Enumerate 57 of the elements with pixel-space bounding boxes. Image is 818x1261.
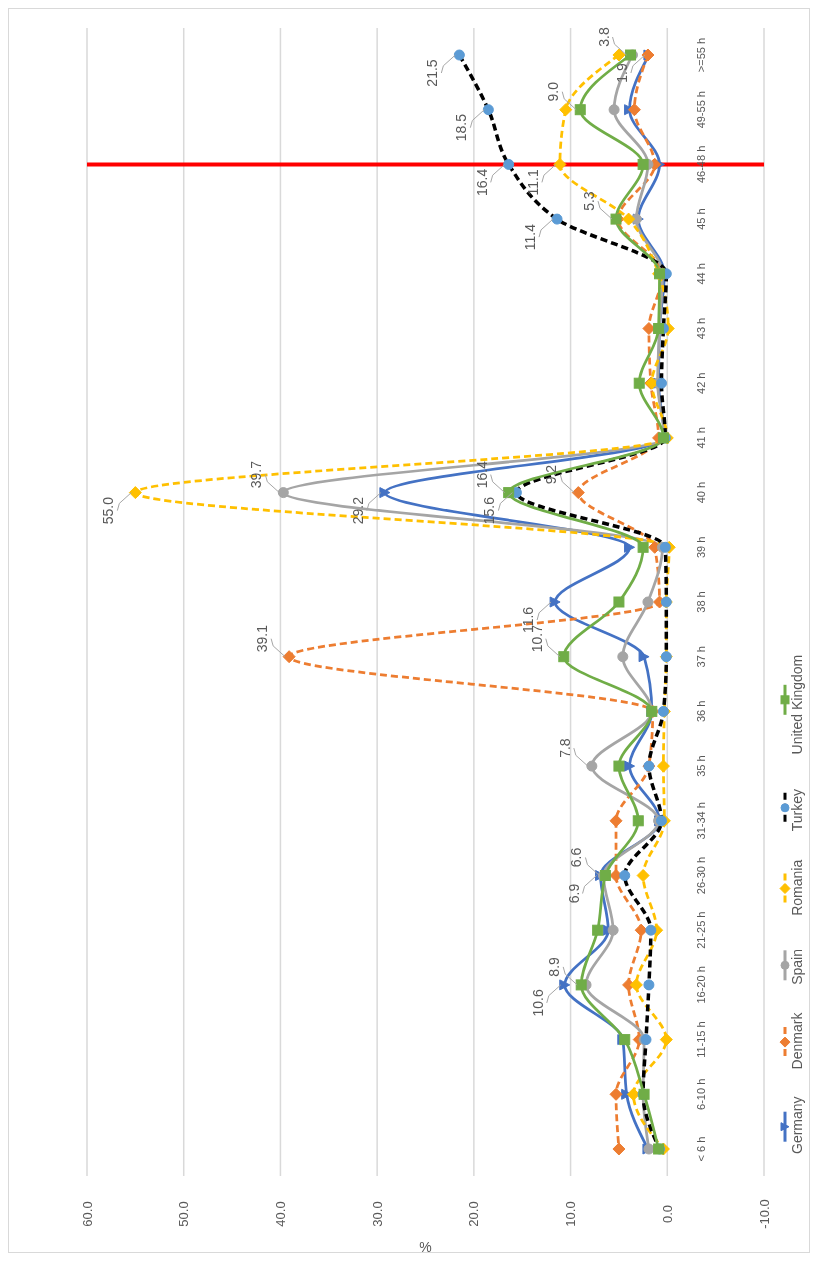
legend-label: Romania xyxy=(789,859,805,916)
y-tick-label: < 6 h xyxy=(695,1136,708,1162)
x-tick-label: -10.0 xyxy=(756,1199,772,1229)
legend-label: Denmark xyxy=(789,1011,805,1070)
data-label: 11.4 xyxy=(522,223,539,251)
data-label: 10.6 xyxy=(529,989,546,1017)
x-tick-label: 20.0 xyxy=(466,1201,482,1227)
y-tick-label: 42 h xyxy=(695,372,708,394)
data-label: 39.1 xyxy=(254,624,271,653)
y-tick-label: 38 h xyxy=(695,591,708,613)
data-label: 3.8 xyxy=(595,27,612,47)
data-label: 21.5 xyxy=(424,59,441,87)
data-label: 16.4 xyxy=(473,460,490,489)
data-label: 6.9 xyxy=(565,883,582,904)
y-tick-label: 26-30 h xyxy=(695,856,708,895)
y-tick-label: 41 h xyxy=(695,427,708,449)
y-tick-label: 43 h xyxy=(695,317,708,340)
x-axis-title: % xyxy=(419,1239,432,1255)
y-tick-label: 44 h xyxy=(695,263,708,285)
y-tick-label: 11-15 h xyxy=(695,1021,708,1058)
y-tick-label: 35 h xyxy=(695,755,708,777)
data-label: 9.0 xyxy=(545,81,562,102)
y-tick-label: 36 h xyxy=(695,700,708,723)
data-label: 9.2 xyxy=(543,464,560,485)
legend-label: Germany xyxy=(789,1096,805,1154)
data-label: 15.6 xyxy=(481,496,498,525)
data-label: 16.4 xyxy=(473,168,490,197)
y-tick-label: 21-25 h xyxy=(695,911,708,949)
y-tick-label: 46-48 h xyxy=(695,145,708,184)
legend-label: Turkey xyxy=(789,788,805,832)
data-label: 18.5 xyxy=(453,113,470,142)
data-label: 39.7 xyxy=(248,460,265,489)
data-label: 8.9 xyxy=(546,956,563,977)
y-tick-label: 6-10 h xyxy=(695,1078,708,1110)
data-label: 55.0 xyxy=(100,496,117,525)
x-tick-label: 0.0 xyxy=(659,1204,675,1224)
y-tick-label: 31-34 h xyxy=(695,802,708,840)
y-tick-label: 45 h xyxy=(695,208,708,230)
x-tick-label: 10.0 xyxy=(563,1201,579,1227)
data-label: 29.2 xyxy=(349,496,366,525)
y-tick-label: 49-55 h xyxy=(695,91,708,129)
y-tick-label: 39 h xyxy=(695,536,708,559)
data-label: 5.3 xyxy=(581,191,598,211)
x-tick-label: 40.0 xyxy=(272,1201,288,1227)
data-label: 7.8 xyxy=(556,738,573,758)
legend-label: Spain xyxy=(789,948,805,985)
x-tick-label: 60.0 xyxy=(79,1201,95,1227)
y-tick-label: >=55 h xyxy=(695,37,708,73)
x-tick-label: 50.0 xyxy=(176,1201,192,1227)
data-label: 11.1 xyxy=(524,169,541,196)
y-tick-label: 16-20 h xyxy=(695,966,708,1004)
data-label: 6.6 xyxy=(568,847,585,868)
y-tick-label: 40 h xyxy=(695,481,708,504)
y-tick-label: 37 h xyxy=(695,645,708,668)
data-label: 1.9 xyxy=(613,63,630,83)
legend-label: United Kingdom xyxy=(789,654,805,755)
x-tick-label: 30.0 xyxy=(369,1201,385,1227)
